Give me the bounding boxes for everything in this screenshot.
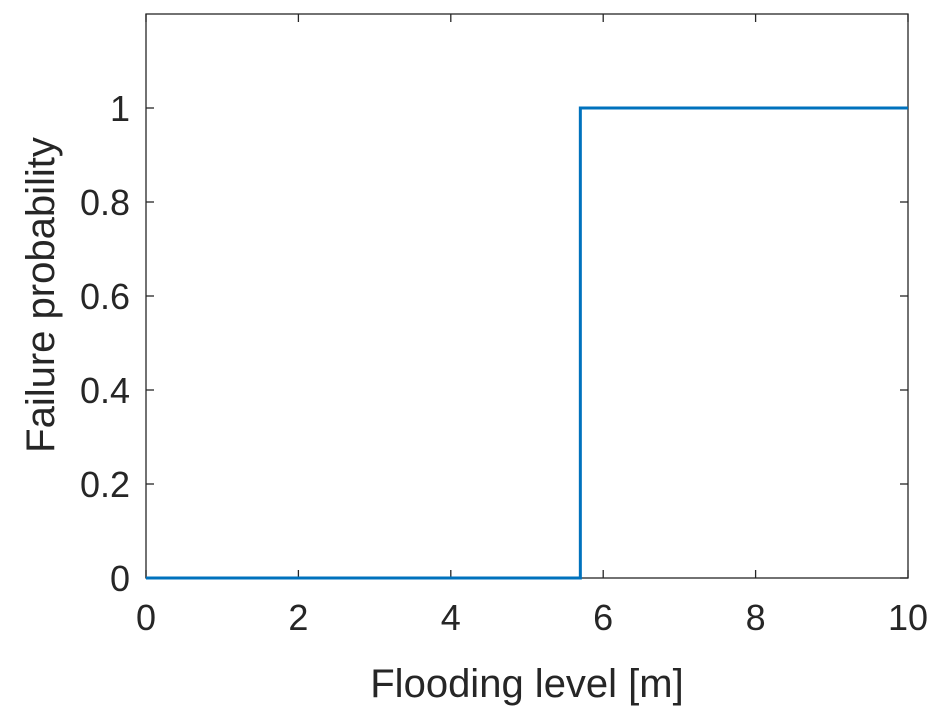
plot-area-frame — [145, 13, 909, 579]
axes-layer: 0 2 4 6 8 10 0 0.2 0.4 0.6 0.8 1 — [80, 13, 928, 638]
x-tick-label: 10 — [888, 597, 928, 638]
x-tick-label: 2 — [288, 597, 308, 638]
y-tick-label: 0.6 — [80, 276, 130, 317]
y-tick-label: 0.8 — [80, 182, 130, 223]
y-axis-title: Failure probability — [19, 137, 63, 453]
x-tick-label: 8 — [746, 597, 766, 638]
labels-layer: Flooding level [m] Failure probability — [19, 137, 684, 706]
series-line-0 — [146, 106, 908, 580]
y-tick-label: 0 — [110, 558, 130, 599]
x-tick-label: 4 — [441, 597, 461, 638]
x-tick-label: 0 — [136, 597, 156, 638]
x-tick-label: 6 — [593, 597, 613, 638]
y-tick-label: 0.2 — [80, 464, 130, 505]
x-axis-title: Flooding level [m] — [370, 662, 683, 706]
series-layer — [146, 106, 908, 580]
y-tick-label: 0.4 — [80, 370, 130, 411]
y-tick-label: 1 — [110, 88, 130, 129]
